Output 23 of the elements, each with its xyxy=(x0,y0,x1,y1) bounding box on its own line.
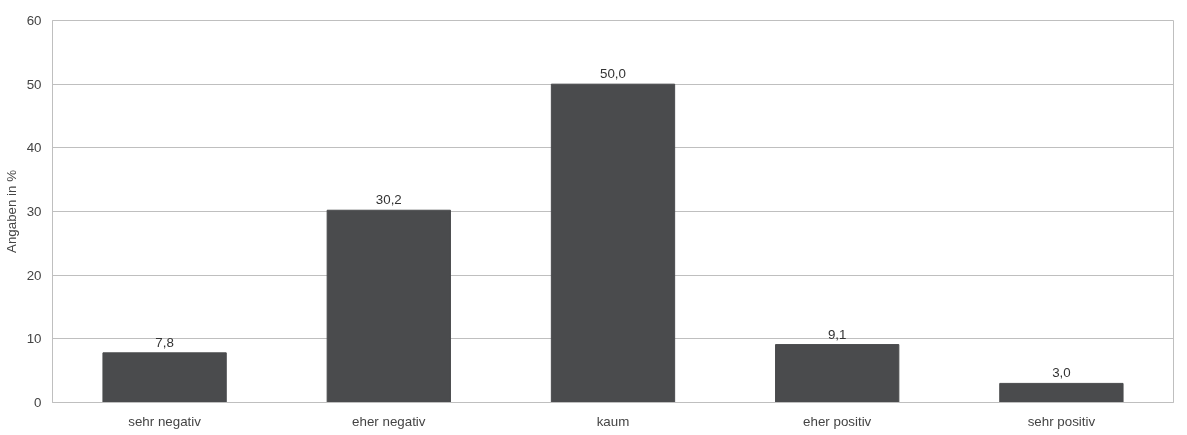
y-tick-label: 10 xyxy=(26,331,42,347)
data-label: 9,1 xyxy=(827,326,847,342)
y-tick-label: 20 xyxy=(26,267,42,283)
bar xyxy=(775,344,900,403)
y-tick-label: 40 xyxy=(26,140,42,156)
y-tick-label: 0 xyxy=(34,395,42,410)
y-tick-label: 30 xyxy=(26,204,42,219)
data-label: 30,2 xyxy=(375,192,402,208)
x-tick-label: eher negativ xyxy=(352,413,426,429)
y-tick-label: 60 xyxy=(26,13,42,28)
data-label: 50,0 xyxy=(600,66,626,82)
data-label: 3,0 xyxy=(1052,365,1071,381)
bar xyxy=(102,352,227,403)
bar xyxy=(999,382,1124,403)
data-label: 7,8 xyxy=(155,334,174,350)
y-axis-title: Angaben in % xyxy=(3,169,19,253)
x-tick-label: eher positiv xyxy=(803,413,872,429)
bar xyxy=(550,83,676,403)
x-tick-label: sehr positiv xyxy=(1027,413,1096,429)
x-tick-label: kaum xyxy=(596,413,630,429)
bar xyxy=(326,209,451,403)
y-tick-label: 50 xyxy=(26,76,42,92)
x-tick-label: sehr negativ xyxy=(128,413,202,429)
